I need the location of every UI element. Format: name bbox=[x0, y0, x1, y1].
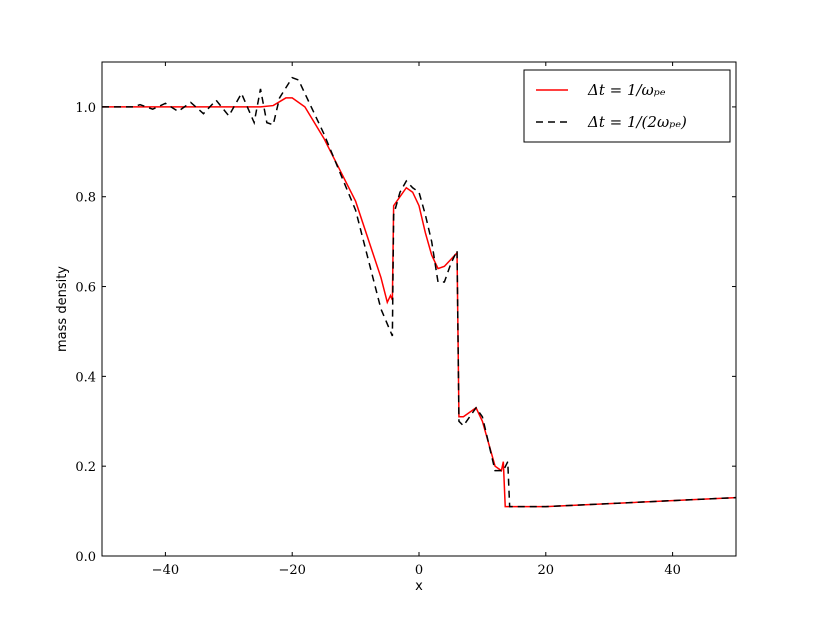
data-line bbox=[102, 76, 736, 508]
y-tick-label: 0.6 bbox=[75, 281, 96, 296]
x-tick-label: 20 bbox=[538, 563, 555, 578]
legend-box bbox=[523, 69, 731, 143]
y-axis-label: mass density bbox=[55, 266, 70, 352]
data-line bbox=[102, 97, 736, 508]
y-tick-label: 1.0 bbox=[75, 101, 96, 116]
y-tick-label: 0.4 bbox=[75, 370, 96, 385]
x-axis-label: x bbox=[415, 579, 423, 594]
y-tick-label: 0.0 bbox=[75, 550, 96, 565]
x-tick-label: 0 bbox=[415, 563, 423, 578]
legend-label: Δt = 1/(2ωₚₑ) bbox=[587, 113, 687, 131]
y-tick-label: 0.8 bbox=[75, 191, 96, 206]
legend-label: Δt = 1/ωₚₑ bbox=[587, 81, 666, 99]
y-tick-label: 0.2 bbox=[75, 460, 96, 475]
x-tick-label: −40 bbox=[152, 563, 179, 578]
x-tick-label: 40 bbox=[664, 563, 681, 578]
x-tick-label: −20 bbox=[278, 563, 305, 578]
